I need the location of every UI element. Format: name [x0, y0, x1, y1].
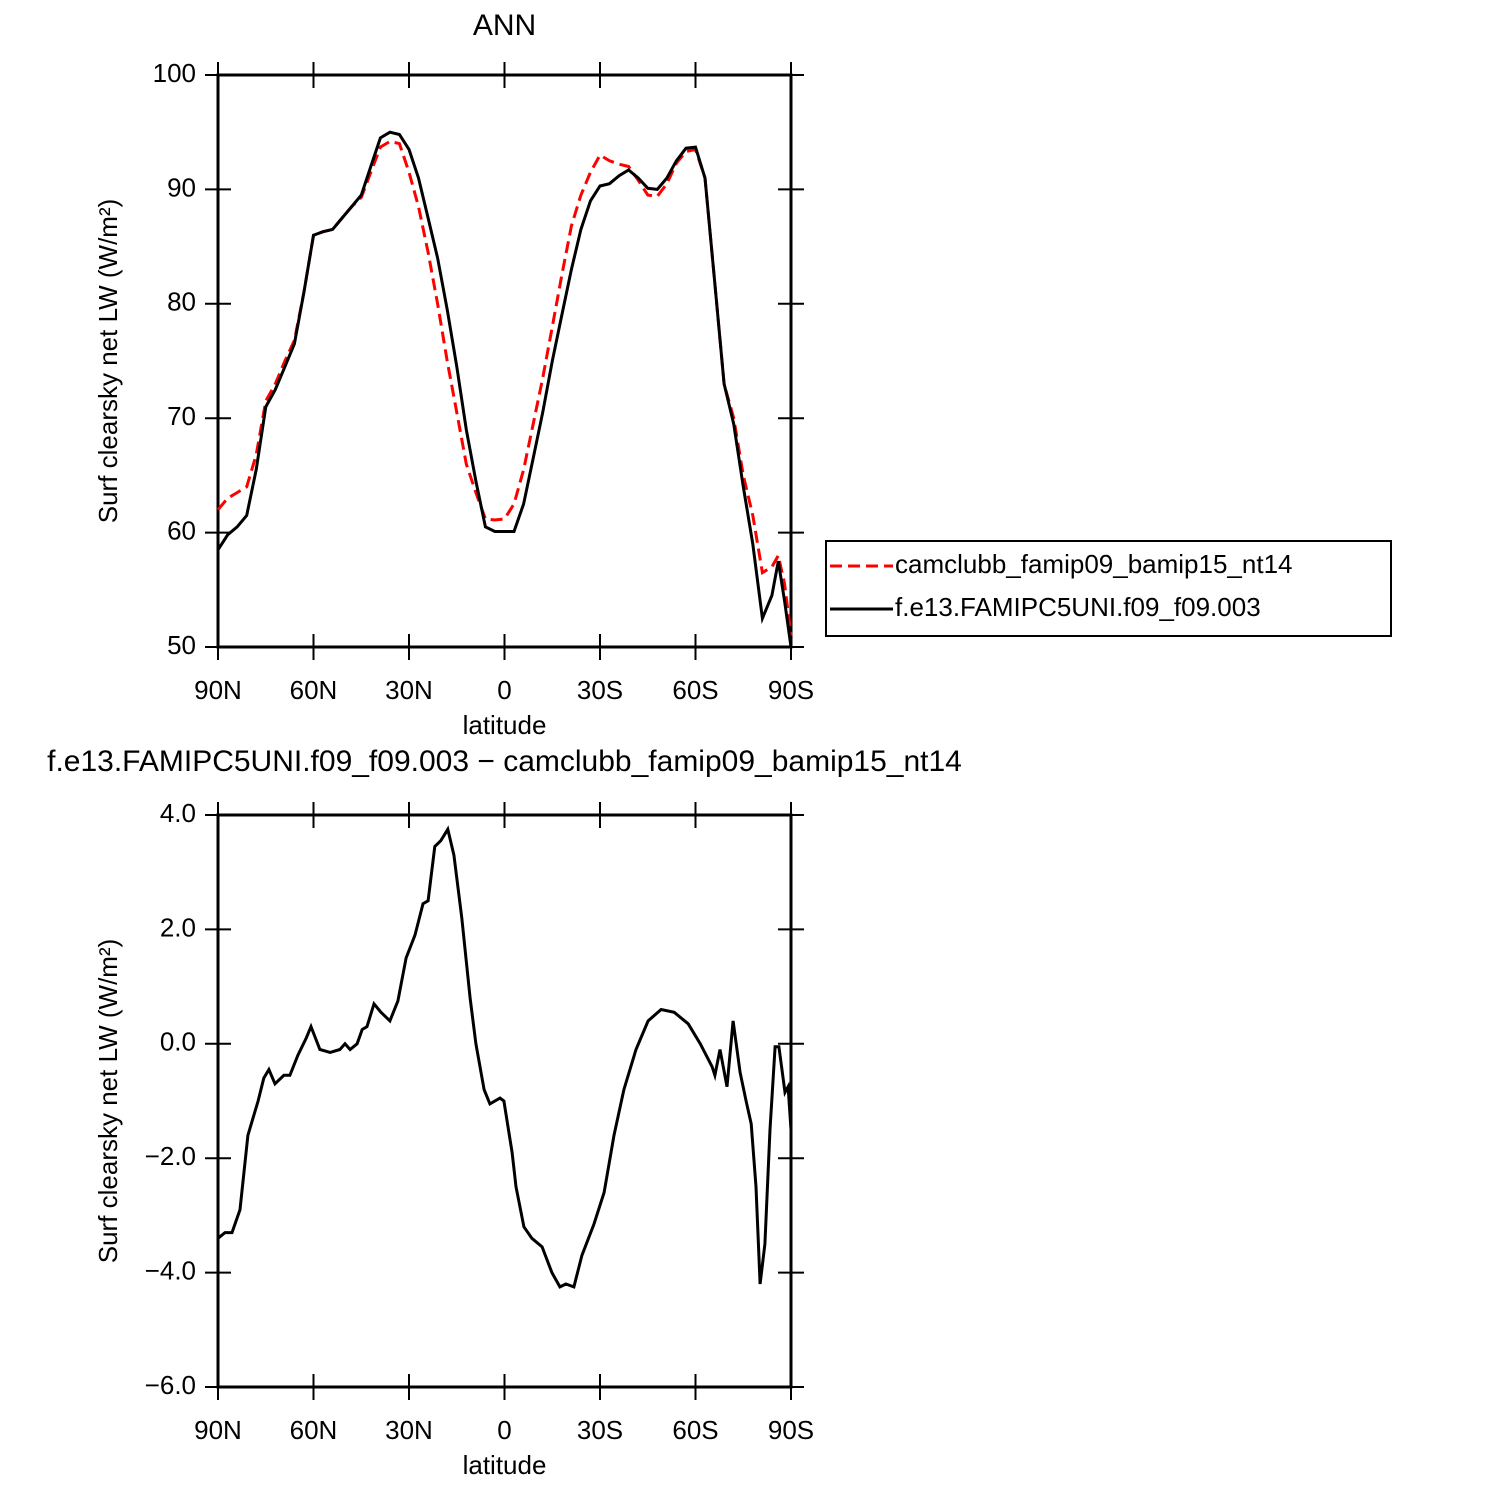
x-axis-label: latitude [463, 710, 547, 740]
y-tick-label: −4.0 [145, 1255, 196, 1285]
x-tick-label: 30N [385, 1415, 433, 1445]
y-tick-label: 4.0 [160, 798, 196, 828]
plot-frame [216, 73, 793, 649]
chart-title: f.e13.FAMIPC5UNI.f09_f09.003 − camclubb_… [47, 745, 962, 778]
y-tick-label: −2.0 [145, 1141, 196, 1171]
x-tick-label: 0 [497, 1415, 511, 1445]
legend-box [825, 540, 1392, 637]
x-tick-label: 60S [672, 1415, 718, 1445]
y-tick-label: 50 [167, 630, 196, 660]
y-tick-label: 0.0 [160, 1027, 196, 1057]
x-tick-label: 90S [768, 675, 814, 705]
data-line [216, 139, 793, 636]
x-tick-label: 60N [290, 1415, 338, 1445]
chart-title: ANN [473, 9, 536, 42]
y-tick-label: 60 [167, 515, 196, 545]
y-tick-label: −6.0 [145, 1370, 196, 1400]
x-tick-label: 60N [290, 675, 338, 705]
x-tick-label: 30N [385, 675, 433, 705]
x-tick-label: 60S [672, 675, 718, 705]
x-tick-label: 90S [768, 1415, 814, 1445]
x-tick-label: 90N [194, 1415, 242, 1445]
data-line [216, 130, 793, 648]
x-tick-label: 30S [577, 1415, 623, 1445]
legend-label: f.e13.FAMIPC5UNI.f09_f09.003 [895, 592, 1261, 622]
x-tick-label: 0 [497, 675, 511, 705]
y-tick-label: 70 [167, 401, 196, 431]
y-tick-label: 100 [153, 58, 196, 88]
y-axis-label: Surf clearsky net LW (W/m²) [93, 199, 123, 524]
y-axis-label: Surf clearsky net LW (W/m²) [93, 939, 123, 1264]
legend-label: camclubb_famip09_bamip15_nt14 [895, 549, 1293, 579]
y-tick-label: 2.0 [160, 912, 196, 942]
x-tick-label: 90N [194, 675, 242, 705]
data-line [217, 825, 793, 1289]
y-tick-label: 90 [167, 172, 196, 202]
x-axis-label: latitude [463, 1450, 547, 1480]
y-tick-label: 80 [167, 287, 196, 317]
x-tick-label: 30S [577, 675, 623, 705]
